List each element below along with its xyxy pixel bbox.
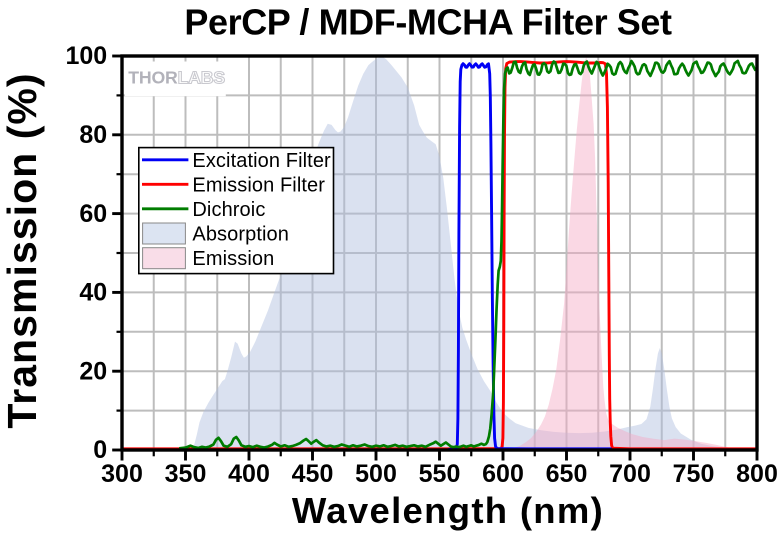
- svg-text:80: 80: [79, 121, 107, 149]
- svg-text:800: 800: [736, 460, 778, 488]
- svg-text:PerCP / MDF-MCHA Filter Set: PerCP / MDF-MCHA Filter Set: [184, 2, 672, 43]
- svg-text:350: 350: [165, 460, 207, 488]
- svg-text:450: 450: [292, 460, 334, 488]
- svg-text:400: 400: [228, 460, 270, 488]
- svg-text:650: 650: [546, 460, 588, 488]
- svg-text:0: 0: [93, 436, 107, 464]
- svg-text:40: 40: [79, 279, 107, 307]
- svg-text:Wavelength (nm): Wavelength (nm): [292, 490, 604, 531]
- svg-text:Emission: Emission: [192, 248, 274, 270]
- svg-text:500: 500: [355, 460, 397, 488]
- svg-text:300: 300: [101, 460, 143, 488]
- svg-text:Transmission (%): Transmission (%): [0, 72, 45, 428]
- svg-text:Absorption: Absorption: [192, 223, 289, 245]
- svg-text:600: 600: [482, 460, 524, 488]
- svg-text:750: 750: [673, 460, 715, 488]
- svg-text:550: 550: [419, 460, 461, 488]
- svg-text:700: 700: [609, 460, 651, 488]
- svg-text:Emission Filter: Emission Filter: [192, 174, 325, 196]
- svg-text:THOR: THOR: [128, 68, 178, 88]
- svg-text:20: 20: [79, 357, 107, 385]
- svg-text:100: 100: [65, 42, 107, 70]
- svg-text:Dichroic: Dichroic: [192, 199, 265, 221]
- svg-text:60: 60: [79, 200, 107, 228]
- svg-text:Excitation Filter: Excitation Filter: [192, 150, 331, 172]
- svg-text:LABS: LABS: [178, 68, 226, 88]
